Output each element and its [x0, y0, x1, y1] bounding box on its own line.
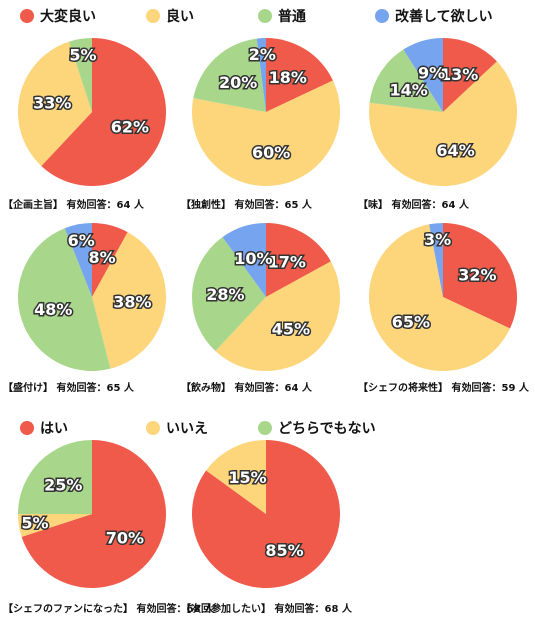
pie-slice: [256, 38, 266, 112]
pie-slice: [41, 38, 166, 186]
legend-swatch: [258, 421, 272, 435]
legend-swatch: [375, 9, 389, 23]
pie-slice-label: 5%: [69, 45, 96, 64]
pie-slice-label: 6%: [68, 231, 95, 250]
legend-swatch: [258, 9, 272, 23]
pie-slice-label: 70%: [106, 528, 144, 547]
legend-yesno: はい いいえ どちらでもない: [0, 412, 535, 442]
pie-slice: [17, 228, 111, 371]
pie-slice: [369, 49, 443, 112]
pie-slice: [266, 38, 333, 112]
pie-slice: [403, 38, 443, 112]
pie-chart-2: 13% 64% 14%9%: [368, 38, 517, 186]
pie-slice-label: 20%: [219, 73, 257, 92]
pie-slice-label: 38%: [113, 293, 151, 312]
legend-rating: 大変良い 良い 普通 改善して欲しい: [0, 0, 535, 30]
legend-item-no: いいえ: [146, 418, 208, 438]
caption-chef-future: 【シェフの将来性】 有効回答：59 人: [358, 383, 529, 394]
pie-slice-label: 85%: [265, 541, 303, 560]
legend-item-needs-improvement: 改善して欲しい: [375, 6, 493, 26]
pie-slice-label: 3%: [424, 230, 451, 249]
pie-slice: [191, 440, 340, 589]
pie-slice-label: 9%: [418, 63, 445, 82]
legend-item-average: 普通: [258, 6, 306, 26]
legend-label: 大変良い: [40, 9, 96, 25]
pie-slice-label: 25%: [44, 476, 82, 495]
legend-label: 良い: [166, 9, 194, 25]
pie-slice-label: 65%: [392, 312, 430, 331]
pie-slice-label: 60%: [252, 143, 290, 162]
pie-slice: [21, 440, 167, 588]
caption-planning: 【企画主旨】 有効回答：64 人: [3, 200, 144, 211]
pie-slice: [222, 223, 266, 297]
pie-slice-label: 17%: [268, 252, 306, 271]
caption-drinks: 【飲み物】 有効回答：64 人: [181, 383, 312, 394]
pie-chart-3: 8% 38% 48% 6%: [17, 223, 166, 371]
pie-slice: [192, 237, 266, 351]
legend-item-very-good: 大変良い: [20, 6, 96, 26]
pie-slice-label: 48%: [34, 300, 72, 319]
pie-slice: [64, 223, 92, 297]
pie-slice: [92, 223, 128, 297]
caption-taste: 【味】 有効回答：64 人: [358, 200, 469, 211]
pie-slice: [193, 38, 266, 112]
pie-slice: [443, 223, 517, 329]
legend-label: はい: [40, 421, 68, 437]
pie-chart-5: 32% 65% 3%: [369, 223, 517, 371]
pie-slice: [92, 232, 166, 369]
legend-item-good: 良い: [146, 6, 194, 26]
pie-slice-label: 10%: [234, 249, 272, 268]
legend-item-neither: どちらでもない: [258, 418, 376, 438]
legend-swatch: [146, 421, 160, 435]
pie-slice-label: 64%: [436, 141, 474, 160]
pie-slice: [18, 514, 92, 537]
pie-slice-label: 18%: [269, 68, 307, 87]
pie-slice-label: 13%: [440, 65, 478, 84]
caption-chef-fan: 【シェフのファンになった】 有効回答：68 人: [3, 604, 214, 615]
caption-next-participation: 【次回参加したい】 有効回答：68 人: [181, 604, 352, 615]
pie-slice-label: 28%: [206, 285, 244, 304]
pie-slice-label: 15%: [228, 468, 266, 487]
legend-swatch: [20, 9, 34, 23]
pie-slice: [429, 223, 443, 297]
pie-slice-label: 5%: [21, 514, 48, 533]
legend-label: いいえ: [166, 421, 208, 437]
pie-slice-label: 62%: [111, 117, 149, 136]
pie-chart-7: 85% 15%: [191, 440, 340, 589]
pie-slice: [443, 38, 497, 112]
pie-chart-6: 70% 5% 25%: [18, 440, 167, 588]
pie-slice: [192, 80, 340, 186]
pie-slice: [215, 261, 340, 371]
pie-slice: [369, 224, 510, 371]
pie-slice-label: 32%: [458, 266, 496, 285]
pie-chart-1: 18% 60% 20% 2%: [192, 38, 340, 186]
caption-presentation: 【盛付け】 有効回答：65 人: [3, 383, 134, 394]
legend-label: どちらでもない: [278, 421, 376, 437]
pie-slice: [69, 38, 92, 112]
legend-label: 普通: [278, 9, 306, 25]
legend-item-yes: はい: [20, 418, 68, 438]
pie-chart-4: 17% 45% 28% 10%: [192, 223, 340, 371]
pie-slice-label: 2%: [249, 45, 276, 64]
legend-label: 改善して欲しい: [395, 9, 493, 25]
legend-swatch: [146, 9, 160, 23]
pie-slice: [206, 440, 266, 514]
pie-slice: [368, 61, 517, 186]
pie-slice-label: 14%: [389, 81, 427, 100]
pie-slice-label: 33%: [33, 94, 71, 113]
pie-slice: [18, 41, 93, 166]
pie-slice-label: 8%: [89, 248, 116, 267]
legend-swatch: [20, 421, 34, 435]
pie-chart-0: 62% 33% 5%: [18, 38, 166, 186]
pie-slice: [266, 223, 331, 297]
pie-slice: [18, 440, 92, 514]
pie-slice-label: 45%: [272, 320, 310, 339]
caption-originality: 【独創性】 有効回答：65 人: [181, 200, 312, 211]
